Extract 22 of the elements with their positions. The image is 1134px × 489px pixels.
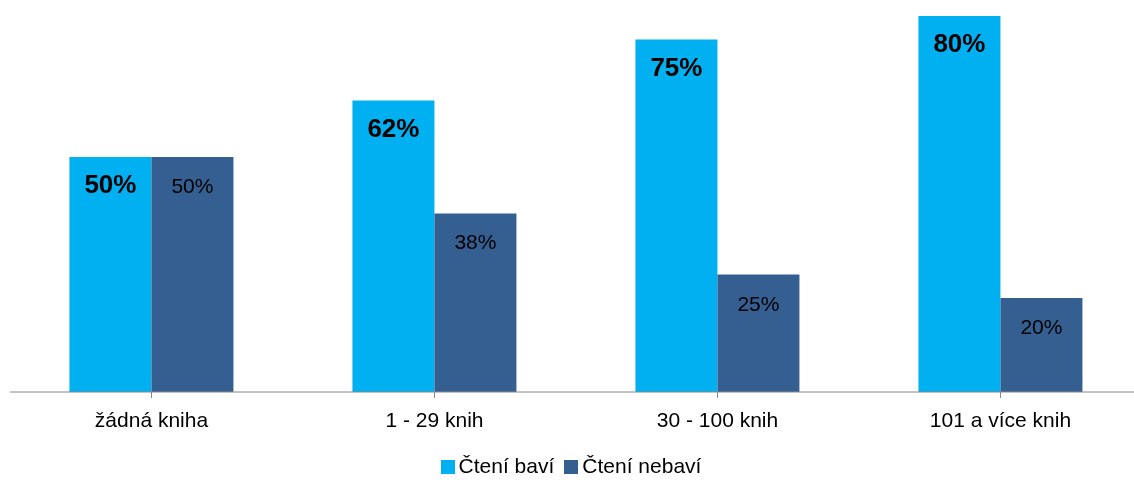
legend-label: Čtení nebaví <box>582 454 702 477</box>
legend-label: Čtení baví <box>458 454 555 477</box>
bar <box>717 274 800 392</box>
x-tick-label: 30 - 100 knih <box>656 407 779 431</box>
bar <box>69 157 152 392</box>
data-label: 80% <box>933 28 986 58</box>
data-label: 50% <box>84 169 137 199</box>
data-label: 38% <box>454 230 497 254</box>
x-tick-label: 101 a více knih <box>929 407 1072 431</box>
data-label: 62% <box>367 112 420 143</box>
bar <box>918 16 1001 392</box>
data-label: 75% <box>650 51 703 82</box>
bar <box>352 100 435 392</box>
data-label: 50% <box>171 174 214 197</box>
data-label: 25% <box>737 291 780 315</box>
bar <box>635 39 718 392</box>
bar <box>151 157 234 392</box>
bar <box>434 213 517 392</box>
data-label: 20% <box>1020 315 1063 338</box>
x-tick-label: žádná kniha <box>94 407 209 431</box>
x-tick-label: 1 - 29 knih <box>385 407 484 431</box>
bar <box>1000 298 1083 392</box>
